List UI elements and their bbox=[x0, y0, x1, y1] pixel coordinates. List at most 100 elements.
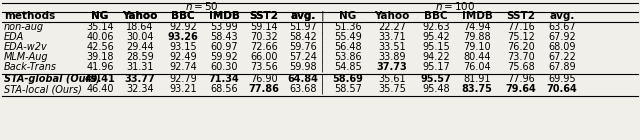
Text: 59.14: 59.14 bbox=[250, 22, 278, 32]
Text: 33.89: 33.89 bbox=[378, 52, 406, 62]
Text: 33.51: 33.51 bbox=[378, 42, 406, 52]
Text: 63.68: 63.68 bbox=[289, 84, 317, 94]
Text: 68.56: 68.56 bbox=[210, 84, 238, 94]
Text: 67.89: 67.89 bbox=[548, 62, 576, 72]
Text: |: | bbox=[321, 84, 324, 94]
Text: 95.15: 95.15 bbox=[422, 42, 450, 52]
Text: 46.40: 46.40 bbox=[86, 84, 114, 94]
Text: |: | bbox=[321, 74, 324, 84]
Text: 71.34: 71.34 bbox=[209, 74, 239, 84]
Text: |: | bbox=[321, 52, 324, 62]
Text: 79.10: 79.10 bbox=[463, 42, 491, 52]
Text: methods: methods bbox=[4, 11, 55, 21]
Text: 95.57: 95.57 bbox=[420, 74, 451, 84]
Text: 32.34: 32.34 bbox=[126, 84, 154, 94]
Text: 95.42: 95.42 bbox=[422, 32, 450, 42]
Text: 66.00: 66.00 bbox=[250, 52, 278, 62]
Text: 83.75: 83.75 bbox=[461, 84, 492, 94]
Text: 70.32: 70.32 bbox=[250, 32, 278, 42]
Text: |: | bbox=[321, 32, 324, 42]
Text: avg.: avg. bbox=[291, 11, 316, 21]
Text: $n=50$: $n=50$ bbox=[184, 0, 218, 12]
Text: 73.70: 73.70 bbox=[507, 52, 535, 62]
Text: EDA-w2v: EDA-w2v bbox=[4, 42, 48, 52]
Text: 74.94: 74.94 bbox=[463, 22, 491, 32]
Text: 29.44: 29.44 bbox=[126, 42, 154, 52]
Text: 93.21: 93.21 bbox=[169, 84, 197, 94]
Text: 68.09: 68.09 bbox=[548, 42, 576, 52]
Text: Yahoo: Yahoo bbox=[122, 11, 157, 21]
Text: BBC: BBC bbox=[171, 11, 195, 21]
Text: 33.71: 33.71 bbox=[378, 32, 406, 42]
Text: 76.20: 76.20 bbox=[507, 42, 535, 52]
Text: 22.27: 22.27 bbox=[378, 22, 406, 32]
Text: 70.64: 70.64 bbox=[547, 84, 577, 94]
Text: 18.64: 18.64 bbox=[126, 22, 154, 32]
Text: 77.96: 77.96 bbox=[507, 74, 535, 84]
Text: 35.75: 35.75 bbox=[378, 84, 406, 94]
Text: 77.86: 77.86 bbox=[248, 84, 280, 94]
Text: 59.98: 59.98 bbox=[289, 62, 317, 72]
Text: 28.59: 28.59 bbox=[126, 52, 154, 62]
Text: 49.41: 49.41 bbox=[84, 74, 115, 84]
Text: 60.97: 60.97 bbox=[210, 42, 238, 52]
Text: 92.79: 92.79 bbox=[169, 74, 197, 84]
Text: |: | bbox=[320, 11, 324, 21]
Text: 30.04: 30.04 bbox=[126, 32, 154, 42]
Text: 40.06: 40.06 bbox=[86, 32, 114, 42]
Text: 58.69: 58.69 bbox=[333, 74, 364, 84]
Text: |: | bbox=[321, 62, 324, 72]
Text: 67.92: 67.92 bbox=[548, 32, 576, 42]
Text: 59.92: 59.92 bbox=[210, 52, 238, 62]
Text: 63.67: 63.67 bbox=[548, 22, 576, 32]
Text: IMDB: IMDB bbox=[461, 11, 492, 21]
Text: 41.96: 41.96 bbox=[86, 62, 114, 72]
Text: 37.73: 37.73 bbox=[376, 62, 408, 72]
Text: NG: NG bbox=[92, 11, 109, 21]
Text: SST2: SST2 bbox=[506, 11, 536, 21]
Text: MLM-Aug: MLM-Aug bbox=[4, 52, 49, 62]
Text: 79.64: 79.64 bbox=[506, 84, 536, 94]
Text: 92.63: 92.63 bbox=[422, 22, 450, 32]
Text: 54.85: 54.85 bbox=[334, 62, 362, 72]
Text: BBC: BBC bbox=[424, 11, 448, 21]
Text: |: | bbox=[321, 22, 324, 32]
Text: 58.42: 58.42 bbox=[289, 32, 317, 42]
Text: 92.92: 92.92 bbox=[169, 22, 197, 32]
Text: 93.15: 93.15 bbox=[169, 42, 197, 52]
Text: STA-local (Ours): STA-local (Ours) bbox=[4, 84, 82, 94]
Text: 56.48: 56.48 bbox=[334, 42, 362, 52]
Text: 95.48: 95.48 bbox=[422, 84, 450, 94]
Text: avg.: avg. bbox=[549, 11, 575, 21]
Text: $n=100$: $n=100$ bbox=[435, 0, 475, 12]
Text: STA-global (Ours): STA-global (Ours) bbox=[4, 74, 100, 84]
Text: 76.90: 76.90 bbox=[250, 74, 278, 84]
Text: NG: NG bbox=[92, 11, 109, 21]
Text: 42.56: 42.56 bbox=[86, 42, 114, 52]
Text: 75.12: 75.12 bbox=[507, 32, 535, 42]
Text: 73.56: 73.56 bbox=[250, 62, 278, 72]
Text: 92.49: 92.49 bbox=[169, 52, 197, 62]
Text: 69.95: 69.95 bbox=[548, 74, 576, 84]
Text: 76.04: 76.04 bbox=[463, 62, 491, 72]
Text: IMDB: IMDB bbox=[209, 11, 239, 21]
Text: 51.36: 51.36 bbox=[334, 22, 362, 32]
Text: 53.99: 53.99 bbox=[210, 22, 238, 32]
Text: 72.66: 72.66 bbox=[250, 42, 278, 52]
Text: 31.31: 31.31 bbox=[126, 62, 154, 72]
Text: 59.76: 59.76 bbox=[289, 42, 317, 52]
Text: 55.49: 55.49 bbox=[334, 32, 362, 42]
Text: non-aug: non-aug bbox=[4, 22, 44, 32]
Text: 79.88: 79.88 bbox=[463, 32, 491, 42]
Text: 35.14: 35.14 bbox=[86, 22, 114, 32]
Text: Yahoo: Yahoo bbox=[374, 11, 410, 21]
Text: 75.68: 75.68 bbox=[507, 62, 535, 72]
Text: Yahoo: Yahoo bbox=[122, 11, 157, 21]
Text: |: | bbox=[321, 42, 324, 52]
Text: 64.84: 64.84 bbox=[287, 74, 319, 84]
Text: BBC: BBC bbox=[171, 11, 195, 21]
Text: 51.97: 51.97 bbox=[289, 22, 317, 32]
Text: 35.61: 35.61 bbox=[378, 74, 406, 84]
Text: 80.44: 80.44 bbox=[463, 52, 491, 62]
Text: 81.91: 81.91 bbox=[463, 74, 491, 84]
